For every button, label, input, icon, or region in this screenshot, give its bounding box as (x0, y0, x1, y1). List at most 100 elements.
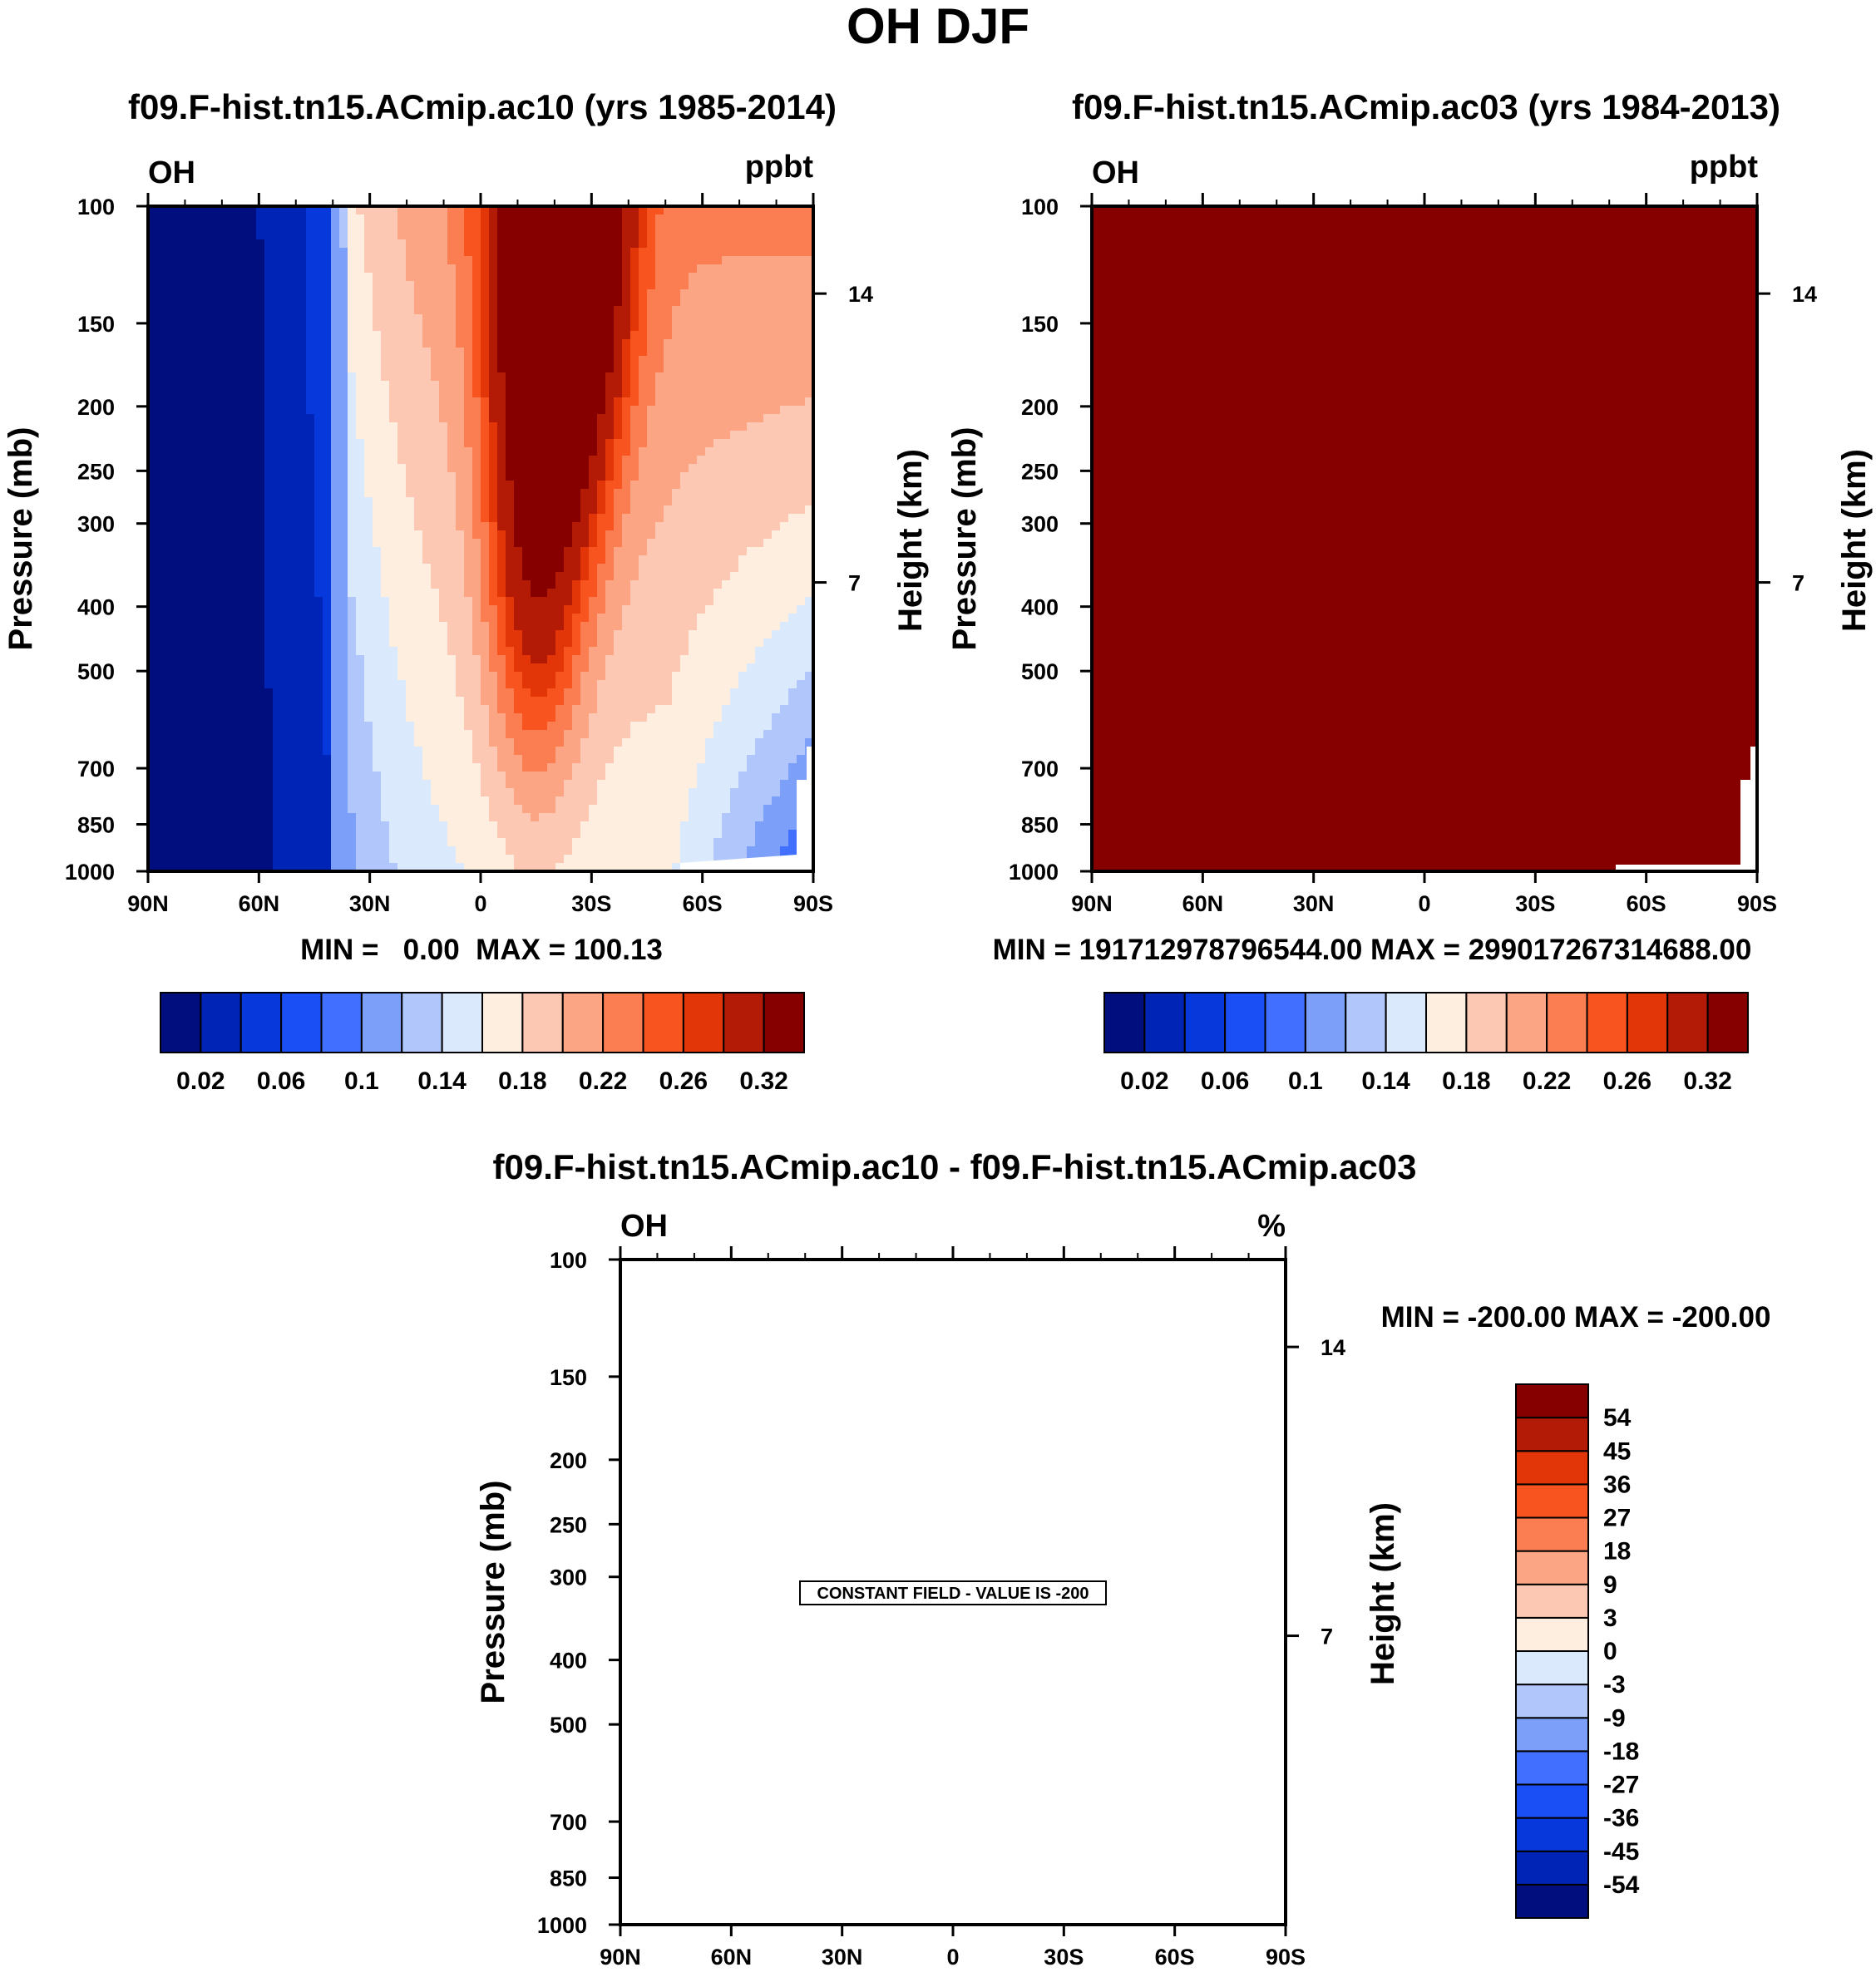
contour-cell (580, 514, 590, 523)
contour-cell (289, 522, 299, 531)
contour-cell (514, 364, 523, 373)
contour-cell (514, 231, 523, 240)
contour-cell (713, 431, 723, 440)
contour-cell (406, 464, 415, 473)
contour-cell (397, 547, 407, 556)
contour-cell (555, 298, 565, 307)
contour-cell (165, 323, 174, 332)
contour-cell (273, 264, 282, 274)
contour-cell (805, 439, 814, 448)
contour-cell (622, 597, 631, 606)
contour-cell (713, 505, 723, 515)
contour-cell (705, 364, 714, 373)
contour-cell (439, 406, 448, 415)
contour-cell (531, 672, 540, 681)
contour-cell (572, 431, 581, 440)
contour-cell (239, 339, 249, 348)
contour-cell (414, 672, 423, 681)
contour-cell (331, 572, 340, 581)
contour-cell (198, 688, 207, 698)
contour-cell (256, 422, 265, 431)
contour-cell (788, 622, 797, 631)
contour-cell (156, 647, 165, 656)
contour-cell (314, 514, 323, 523)
contour-cell (148, 464, 157, 473)
contour-cell (256, 256, 265, 265)
contour-cell (206, 539, 215, 548)
contour-cell (373, 530, 382, 540)
contour-cell (630, 431, 639, 440)
contour-cell (705, 688, 714, 698)
contour-cell (273, 356, 282, 365)
contour-cell (273, 256, 282, 265)
contour-cell (206, 214, 215, 224)
contour-cell (397, 472, 407, 481)
contour-cell (331, 705, 340, 714)
contour-cell (148, 306, 157, 315)
contour-cell (531, 514, 540, 523)
contour-cell (755, 264, 764, 274)
contour-cell (165, 372, 174, 382)
contour-cell (206, 481, 215, 490)
contour-cell (763, 289, 773, 298)
contour-cell (414, 489, 423, 498)
contour-cell (780, 406, 789, 415)
contour-cell (705, 422, 714, 431)
contour-cell (165, 273, 174, 282)
contour-cell (414, 298, 423, 307)
contour-cell (364, 597, 373, 606)
contour-cell (181, 214, 190, 224)
contour-cell (298, 331, 307, 340)
contour-cell (215, 697, 224, 706)
contour-cell (772, 389, 781, 398)
contour-cell (647, 214, 656, 224)
contour-cell (506, 356, 515, 365)
contour-cell (722, 356, 731, 365)
contour-cell (248, 580, 257, 589)
contour-cell (597, 364, 606, 373)
contour-cell (738, 298, 748, 307)
contour-cell (472, 605, 481, 614)
contour-cell (705, 505, 714, 515)
contour-cell (231, 572, 240, 581)
contour-cell (722, 713, 731, 722)
contour-cell (348, 489, 357, 498)
contour-cell (555, 248, 565, 257)
contour-cell (730, 414, 739, 423)
contour-cell (331, 722, 340, 731)
contour-cell (231, 705, 240, 714)
contour-cell (323, 206, 332, 215)
contour-cell (464, 306, 473, 315)
contour-cell (589, 464, 598, 473)
contour-cell (580, 505, 590, 515)
contour-cell (156, 414, 165, 423)
contour-cell (389, 464, 398, 473)
contour-cell (747, 281, 756, 290)
contour-cell (597, 638, 606, 648)
contour-cell (439, 214, 448, 224)
contour-cell (722, 705, 731, 714)
contour-cell (605, 539, 615, 548)
contour-cell (215, 464, 224, 473)
contour-cell (730, 638, 739, 648)
contour-cell (173, 389, 182, 398)
contour-cell (780, 555, 789, 565)
contour-cell (722, 539, 731, 548)
contour-cell (689, 713, 698, 722)
contour-cell (772, 439, 781, 448)
contour-cell (289, 505, 299, 515)
contour-cell (339, 522, 348, 531)
contour-cell (173, 622, 182, 631)
contour-cell (356, 256, 365, 265)
contour-cell (614, 381, 623, 390)
contour-cell (281, 638, 290, 648)
contour-cell (489, 572, 498, 581)
contour-cell (298, 289, 307, 298)
contour-cell (256, 505, 265, 515)
contour-cell (547, 364, 556, 373)
contour-cell (264, 231, 274, 240)
contour-cell (780, 572, 789, 581)
contour-cell (555, 323, 565, 332)
contour-cell (506, 614, 515, 623)
contour-cell (539, 572, 548, 581)
